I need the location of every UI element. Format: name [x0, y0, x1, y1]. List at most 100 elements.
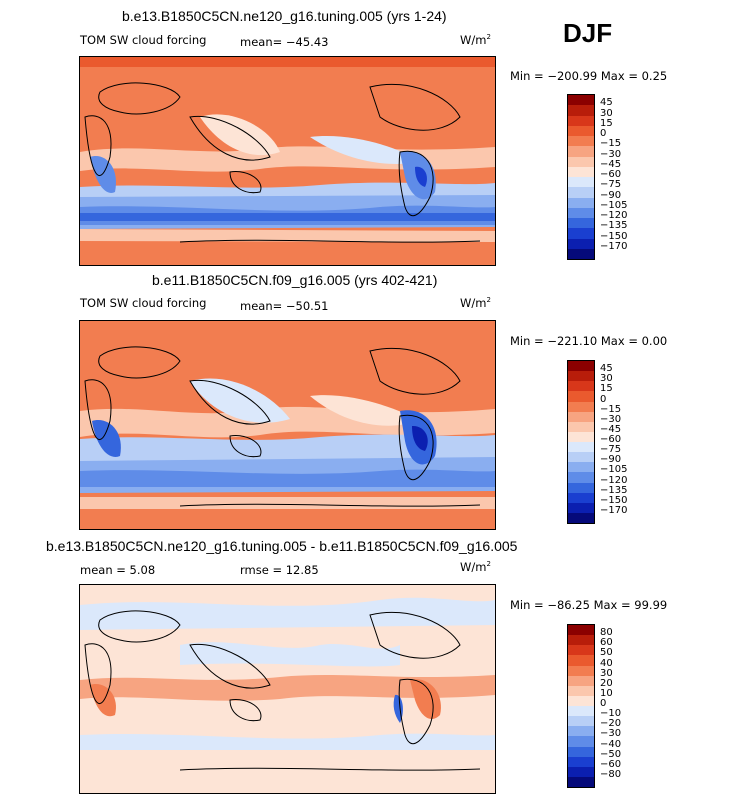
panel1-colorbar-label: −75: [600, 179, 622, 191]
panel3-colorbar-swatch: [568, 645, 594, 656]
season-label: DJF: [563, 18, 613, 48]
panel3-colorbar-label: 80: [600, 627, 613, 639]
panel2-colorbar-swatch: [568, 381, 594, 392]
panel3-colorbar-label: −30: [600, 728, 622, 740]
panel2-minmax: Min = −221.10 Max = 0.00: [510, 334, 668, 348]
panel1-colorbar-label: −150: [600, 230, 628, 242]
panel2-colorbar: [567, 360, 595, 524]
panel1-colorbar-swatch: [568, 238, 594, 249]
panel2-colorbar-swatch: [568, 442, 594, 453]
panel1-map-svg: [80, 57, 495, 265]
panel1-map: [79, 56, 496, 266]
panel2-mean: mean= −50.51: [240, 299, 329, 313]
panel3-colorbar-label: 10: [600, 687, 613, 699]
panel1-colorbar-swatch: [568, 156, 594, 167]
panel1-colorbar-swatch: [568, 125, 594, 136]
panel2-colorbar-label: −105: [600, 464, 628, 476]
panel3-colorbar-swatch: [568, 746, 594, 757]
panel3-colorbar-label: −80: [600, 768, 622, 780]
panel3-colorbar-label: −50: [600, 748, 622, 760]
panel3-colorbar-swatch: [568, 756, 594, 767]
panel1-mean: mean= −45.43: [240, 35, 329, 49]
panel1-colorbar-swatch: [568, 146, 594, 157]
panel1-colorbar-swatch: [568, 177, 594, 188]
panel3-colorbar-swatch: [568, 635, 594, 646]
panel2-colorbar-swatch: [568, 431, 594, 442]
panel2-colorbar-label: 0: [600, 393, 607, 405]
panel3-colorbar-swatch: [568, 695, 594, 706]
panel1-colorbar-swatch: [568, 105, 594, 116]
panel1-colorbar-label: 0: [600, 128, 607, 139]
panel2-colorbar-swatch: [568, 421, 594, 432]
panel1-colorbar-label: −45: [600, 158, 622, 170]
panel3-colorbar-swatch: [568, 706, 594, 717]
panel3-colorbar-label: 60: [600, 637, 613, 649]
panel2-variable-label: TOM SW cloud forcing: [80, 296, 207, 310]
panel3-mean: mean = 5.08: [80, 563, 156, 577]
panel3-colorbar-swatch: [568, 685, 594, 696]
panel3-minmax: Min = −86.25 Max = 99.99: [510, 598, 668, 612]
panel2-colorbar-label: −170: [600, 504, 628, 516]
panel1-colorbar-swatch: [568, 248, 594, 259]
panel2-colorbar-label: −120: [600, 474, 628, 486]
panel3-colorbar-swatch: [568, 675, 594, 686]
panel3-colorbar-swatch: [568, 665, 594, 676]
panel1-units: W/m2: [460, 33, 491, 47]
panel2-colorbar-swatch: [568, 371, 594, 382]
panel2-title: b.e11.B1850C5CN.f09_g16.005 (yrs 402-421…: [152, 272, 438, 288]
panel1-colorbar-label: −30: [600, 148, 622, 160]
panel3-map-svg: [80, 585, 495, 793]
panel2-colorbar-swatch: [568, 482, 594, 493]
panel3-colorbar-label: 50: [600, 647, 613, 659]
panel1-colorbar-swatch: [568, 218, 594, 229]
panel3-colorbar-swatch: [568, 776, 594, 787]
panel1-colorbar-label: 45: [600, 97, 613, 109]
panel2-colorbar-swatch: [568, 472, 594, 483]
panel1-colorbar-swatch: [568, 187, 594, 198]
panel1-colorbar-label: −15: [600, 138, 622, 150]
panel3-colorbar-label: 0: [600, 698, 607, 709]
panel1-variable-label: TOM SW cloud forcing: [80, 33, 207, 47]
panel2-colorbar-swatch: [568, 502, 594, 513]
panel2-colorbar-label: −45: [600, 423, 622, 435]
panel3-colorbar-label: 30: [600, 667, 613, 679]
panel3-units: W/m2: [460, 560, 491, 574]
panel1-colorbar-swatch: [568, 166, 594, 177]
panel3-colorbar-label: −10: [600, 708, 622, 720]
panel2-colorbar-label: −15: [600, 403, 622, 415]
panel2-colorbar-label: −150: [600, 494, 628, 506]
panel2-colorbar-label: −90: [600, 454, 622, 466]
panel3-colorbar-label: −20: [600, 718, 622, 730]
panel3-colorbar-label: 20: [600, 677, 613, 689]
panel3-colorbar: [567, 624, 595, 788]
panel3-map: [79, 584, 496, 794]
panel2-units: W/m2: [460, 296, 491, 310]
panel2-colorbar-label: 45: [600, 363, 613, 375]
panel3-rmse: rmse = 12.85: [240, 563, 319, 577]
panel3-colorbar-label: 40: [600, 657, 613, 669]
panel2-colorbar-swatch: [568, 512, 594, 523]
panel3-colorbar-swatch: [568, 716, 594, 727]
panel1-title: b.e13.B1850C5CN.ne120_g16.tuning.005 (yr…: [122, 8, 447, 24]
panel1-colorbar-label: −60: [600, 169, 622, 180]
panel2-colorbar-label: −30: [600, 413, 622, 425]
panel1-colorbar-label: −170: [600, 240, 628, 252]
panel2-colorbar-swatch: [568, 452, 594, 463]
panel2-colorbar-swatch: [568, 361, 594, 372]
panel1-colorbar-swatch: [568, 136, 594, 147]
panel3-colorbar-label: −40: [600, 738, 622, 750]
panel3-colorbar-swatch: [568, 736, 594, 747]
panel2-map: [79, 320, 496, 530]
panel3-colorbar-swatch: [568, 655, 594, 666]
panel1-colorbar-swatch: [568, 115, 594, 126]
panel2-colorbar-swatch: [568, 462, 594, 473]
panel1-colorbar-label: 30: [600, 107, 613, 119]
panel1-colorbar-swatch: [568, 207, 594, 218]
panel2-colorbar-swatch: [568, 411, 594, 422]
panel3-colorbar-swatch: [568, 726, 594, 737]
panel2-colorbar-label: −75: [600, 444, 622, 456]
panel1-colorbar-label: 15: [600, 117, 613, 129]
panel1-colorbar-swatch: [568, 228, 594, 239]
panel2-colorbar-swatch: [568, 492, 594, 503]
panel2-colorbar-label: −135: [600, 484, 628, 496]
